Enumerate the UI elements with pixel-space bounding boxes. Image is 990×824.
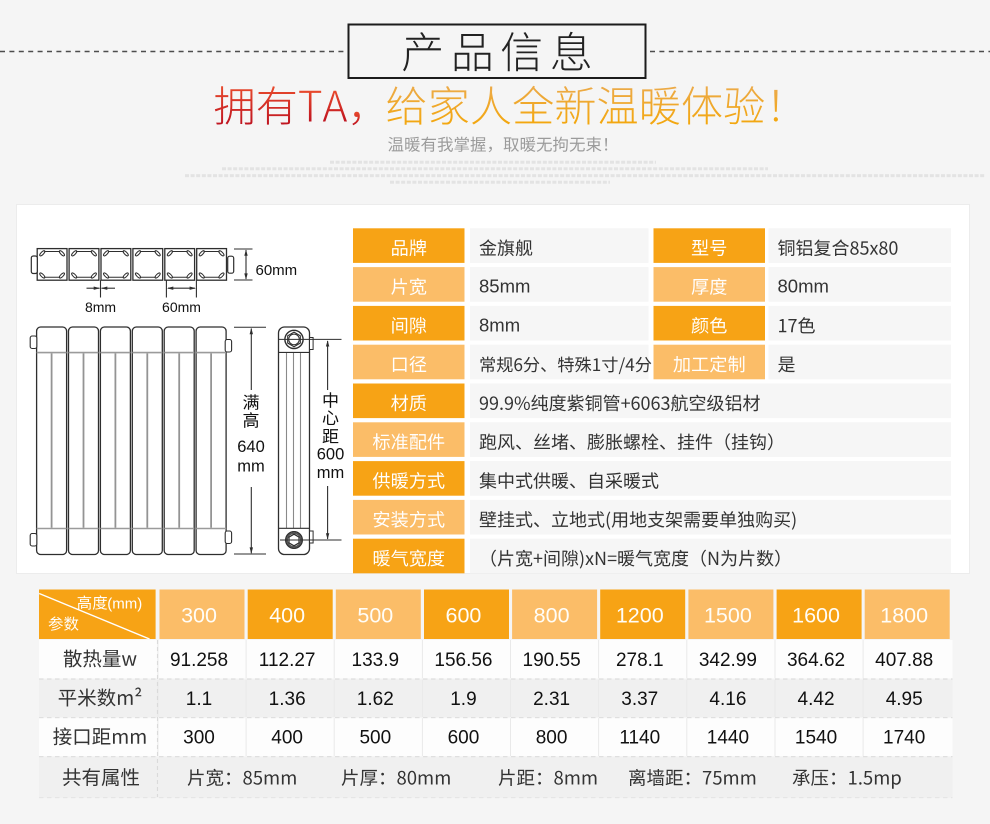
svg-text:1.62: 1.62 — [357, 689, 394, 710]
svg-text:278.1: 278.1 — [616, 650, 664, 671]
svg-text:60mm: 60mm — [256, 262, 298, 279]
svg-text:133.9: 133.9 — [352, 650, 400, 671]
svg-text:190.55: 190.55 — [523, 650, 581, 671]
svg-text:407.88: 407.88 — [875, 650, 933, 671]
svg-text:1500: 1500 — [704, 604, 752, 628]
svg-text:364.62: 364.62 — [787, 650, 845, 671]
svg-text:2.31: 2.31 — [533, 689, 570, 710]
svg-text:300: 300 — [183, 728, 215, 749]
svg-text:1440: 1440 — [707, 728, 749, 749]
svg-text:300: 300 — [181, 604, 217, 628]
svg-text:4.95: 4.95 — [886, 689, 923, 710]
svg-text:600: 600 — [446, 604, 482, 628]
svg-text:3.37: 3.37 — [621, 689, 658, 710]
svg-text:80mm: 80mm — [778, 276, 829, 297]
svg-text:112.27: 112.27 — [259, 650, 316, 671]
svg-text:800: 800 — [536, 728, 568, 749]
svg-text:156.56: 156.56 — [434, 650, 492, 671]
svg-text:1.36: 1.36 — [269, 689, 306, 710]
svg-text:mm: mm — [317, 464, 345, 482]
svg-text:1.1: 1.1 — [186, 689, 212, 710]
svg-text:1.9: 1.9 — [450, 689, 476, 710]
svg-text:500: 500 — [357, 604, 393, 628]
svg-text:800: 800 — [534, 604, 570, 628]
svg-text:8mm: 8mm — [479, 315, 520, 336]
svg-text:640: 640 — [237, 438, 265, 456]
svg-text:400: 400 — [271, 728, 303, 749]
svg-text:(mm): (mm) — [107, 596, 142, 613]
svg-text:4.16: 4.16 — [709, 689, 746, 710]
svg-text:1800: 1800 — [880, 604, 928, 628]
svg-text:1200: 1200 — [616, 604, 664, 628]
svg-text:1540: 1540 — [795, 728, 837, 749]
svg-text:342.99: 342.99 — [699, 650, 757, 671]
svg-text:400: 400 — [269, 604, 305, 628]
svg-text:85mm: 85mm — [479, 276, 530, 297]
svg-text:mm: mm — [237, 458, 265, 476]
svg-text:500: 500 — [359, 728, 391, 749]
svg-text:600: 600 — [448, 728, 480, 749]
svg-text:91.258: 91.258 — [170, 650, 228, 671]
svg-text:1740: 1740 — [883, 728, 925, 749]
svg-text:1600: 1600 — [792, 604, 840, 628]
svg-text:600: 600 — [317, 446, 345, 464]
svg-text:4.42: 4.42 — [798, 689, 835, 710]
svg-text:8mm: 8mm — [85, 299, 116, 315]
svg-text:1140: 1140 — [619, 728, 660, 749]
svg-text:60mm: 60mm — [162, 299, 201, 315]
